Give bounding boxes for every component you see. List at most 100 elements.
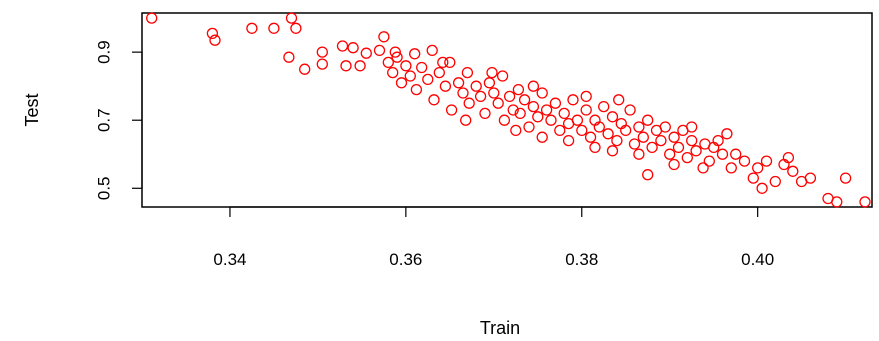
- data-point: [428, 94, 440, 106]
- x-tick-label: 0.38: [565, 250, 598, 269]
- data-point: [404, 70, 416, 82]
- data-point: [628, 138, 641, 150]
- data-point: [642, 169, 654, 181]
- data-point: [611, 134, 623, 147]
- data-point: [613, 94, 625, 106]
- data-point: [268, 22, 280, 34]
- data-point: [426, 44, 438, 57]
- data-point: [395, 77, 408, 89]
- data-point: [316, 58, 328, 70]
- data-point: [479, 107, 491, 120]
- data-point: [387, 66, 399, 79]
- data-point: [488, 87, 500, 99]
- data-point: [354, 60, 366, 72]
- data-point: [474, 90, 487, 103]
- data-point: [523, 121, 535, 133]
- data-point: [536, 87, 548, 99]
- data-point: [859, 196, 871, 208]
- y-tick-label: 0.9: [95, 40, 114, 64]
- data-point: [562, 134, 575, 147]
- data-point: [545, 114, 557, 126]
- data-point: [391, 51, 403, 63]
- data-point: [633, 121, 645, 133]
- data-point: [725, 162, 737, 174]
- data-point: [209, 34, 221, 46]
- data-point: [554, 124, 566, 137]
- data-point: [461, 66, 474, 79]
- data-point: [382, 56, 394, 69]
- data-point: [536, 131, 548, 143]
- data-point: [457, 87, 469, 99]
- data-point: [672, 141, 685, 154]
- data-point: [527, 100, 540, 113]
- data-point: [703, 155, 715, 167]
- data-point: [285, 12, 298, 24]
- y-tick-label: 0.7: [95, 108, 114, 132]
- data-point: [787, 165, 799, 177]
- data-point: [580, 90, 592, 103]
- data-point: [283, 51, 295, 63]
- data-point: [246, 22, 258, 34]
- data-point: [620, 124, 632, 137]
- data-point: [445, 104, 458, 116]
- data-point: [510, 124, 522, 137]
- data-point: [347, 42, 359, 54]
- data-point: [422, 73, 434, 86]
- data-point: [668, 158, 680, 171]
- data-point: [410, 83, 423, 96]
- data-point: [602, 128, 614, 140]
- data-point: [290, 22, 302, 34]
- data-point: [439, 80, 452, 92]
- data-point: [697, 162, 709, 174]
- data-point: [756, 182, 768, 194]
- data-point: [571, 114, 584, 126]
- data-point: [336, 40, 349, 52]
- data-points: [146, 12, 871, 208]
- data-point: [373, 44, 386, 57]
- data-point: [340, 60, 352, 72]
- x-axis-label: Train: [480, 318, 520, 338]
- data-point: [752, 162, 764, 174]
- data-point: [437, 56, 449, 69]
- data-point: [299, 63, 311, 75]
- y-axis-ticks: 0.5 0.7 0.9: [94, 40, 142, 200]
- data-point: [598, 100, 610, 113]
- data-point: [486, 66, 498, 79]
- data-point: [416, 61, 428, 74]
- data-point: [498, 114, 511, 126]
- data-point: [549, 97, 562, 109]
- data-point: [686, 121, 698, 133]
- data-point: [839, 172, 852, 184]
- data-point: [444, 56, 456, 69]
- data-point: [690, 145, 702, 157]
- data-point: [470, 80, 482, 92]
- data-point: [624, 104, 636, 116]
- data-point: [659, 121, 671, 133]
- data-point: [360, 47, 372, 59]
- data-point: [409, 48, 421, 60]
- data-point: [782, 151, 795, 164]
- y-axis-label: Test: [22, 93, 42, 126]
- x-tick-label: 0.36: [389, 250, 422, 269]
- data-point: [637, 131, 649, 143]
- data-point: [738, 155, 751, 167]
- data-point: [831, 196, 843, 208]
- data-point: [389, 46, 401, 58]
- data-point: [760, 155, 773, 167]
- data-point: [507, 104, 519, 116]
- data-point: [518, 94, 531, 106]
- data-point: [589, 141, 601, 154]
- data-point: [492, 97, 504, 109]
- data-point: [664, 148, 676, 160]
- data-point: [584, 131, 597, 143]
- data-point: [655, 134, 667, 147]
- data-point: [496, 70, 509, 82]
- data-point: [642, 114, 654, 126]
- data-point: [769, 175, 781, 188]
- data-point: [463, 97, 475, 109]
- data-point: [146, 12, 158, 24]
- data-point: [580, 104, 592, 116]
- data-point: [681, 151, 693, 164]
- data-point: [716, 148, 729, 160]
- data-point: [400, 60, 412, 72]
